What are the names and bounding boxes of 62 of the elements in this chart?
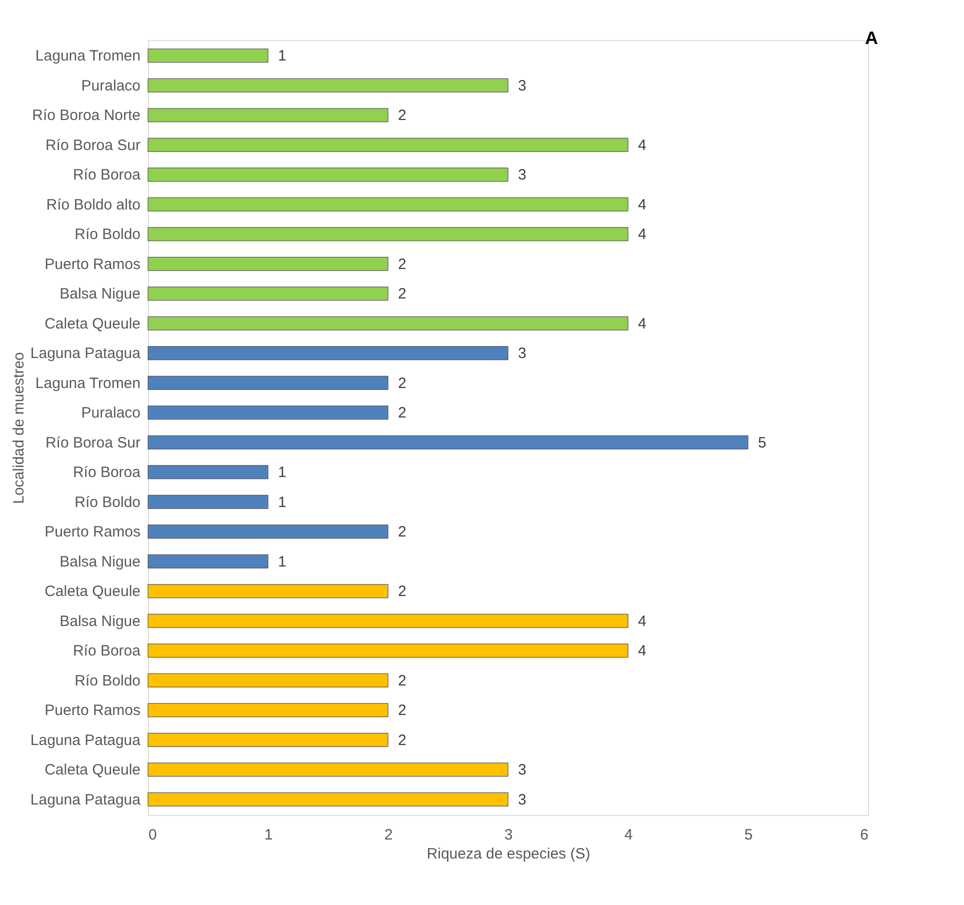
x-axis-title: Riqueza de especies (S): [426, 846, 590, 862]
y-tick-label: Río Boldo: [74, 494, 140, 511]
y-tick-label: Puralaco: [81, 77, 140, 94]
annotation: A: [865, 28, 878, 48]
data-label: 3: [518, 77, 526, 94]
y-tick-label: Laguna Patagua: [30, 345, 142, 362]
y-tick-label: Caleta Queule: [44, 762, 140, 779]
data-label: 4: [638, 226, 646, 244]
data-label: 4: [638, 612, 646, 630]
y-tick-label: Puerto Ramos: [44, 524, 140, 541]
y-tick-label: Río Boroa Norte: [32, 107, 140, 124]
data-label: 1: [278, 494, 286, 511]
data-label: 2: [398, 404, 406, 422]
y-axis-title: Localidad de muestreo: [10, 352, 28, 504]
y-tick-label: Río Boldo alto: [46, 196, 140, 214]
y-tick-label: Caleta Queule: [44, 583, 140, 600]
x-tick-label: 2: [384, 826, 393, 844]
data-label: 4: [638, 136, 646, 154]
data-label: 2: [398, 732, 406, 749]
y-tick-label: Río Boroa: [72, 642, 142, 660]
data-label: 2: [398, 286, 406, 303]
y-tick-label: Río Boroa Sur: [45, 136, 141, 154]
y-tick-label: Puerto Ramos: [44, 702, 140, 720]
data-label: 4: [638, 315, 646, 332]
y-tick-label: Río Boroa: [72, 464, 142, 482]
data-label: 4: [638, 642, 646, 660]
y-tick-label: Puralaco: [81, 404, 140, 422]
x-tick-label: 1: [264, 826, 273, 844]
x-tick-label: 4: [624, 826, 633, 844]
data-label: 1: [278, 553, 286, 570]
data-label: 3: [518, 762, 526, 779]
data-label: 1: [278, 48, 286, 65]
y-tick-label: Río Boroa Sur: [45, 434, 141, 452]
data-label: 2: [398, 256, 406, 273]
x-tick-label: 5: [744, 826, 753, 844]
y-tick-label: Río Boroa: [72, 166, 142, 184]
data-label: 2: [398, 583, 406, 600]
y-tick-label: Caleta Queule: [44, 315, 140, 332]
data-label: 2: [398, 374, 406, 392]
y-tick-label: Balsa Nigue: [60, 612, 140, 630]
data-label: 3: [518, 791, 526, 808]
data-label: 4: [638, 196, 646, 214]
data-label: 3: [518, 166, 526, 184]
data-label: 5: [758, 434, 766, 452]
y-tick-label: Río Boldo: [74, 226, 140, 244]
x-tick-label: 0: [148, 826, 157, 844]
x-tick-label: 6: [860, 826, 868, 844]
data-label: 2: [398, 672, 406, 690]
data-label: 2: [398, 524, 406, 541]
data-label: 3: [518, 345, 526, 362]
y-tick-label: Balsa Nigue: [60, 553, 140, 570]
data-label: 2: [398, 107, 406, 124]
y-tick-label: Puerto Ramos: [44, 256, 140, 273]
y-tick-label: Laguna Patagua: [30, 732, 142, 749]
y-tick-label: Laguna Patagua: [30, 791, 142, 808]
data-label: 2: [398, 702, 406, 720]
x-tick-label: 3: [504, 826, 513, 844]
y-tick-label: Balsa Nigue: [60, 286, 140, 303]
y-tick-label: Laguna Tromen: [35, 374, 140, 392]
y-tick-label: Laguna Tromen: [35, 48, 140, 65]
data-label: 1: [278, 464, 286, 482]
y-tick-label: Río Boldo: [74, 672, 140, 690]
